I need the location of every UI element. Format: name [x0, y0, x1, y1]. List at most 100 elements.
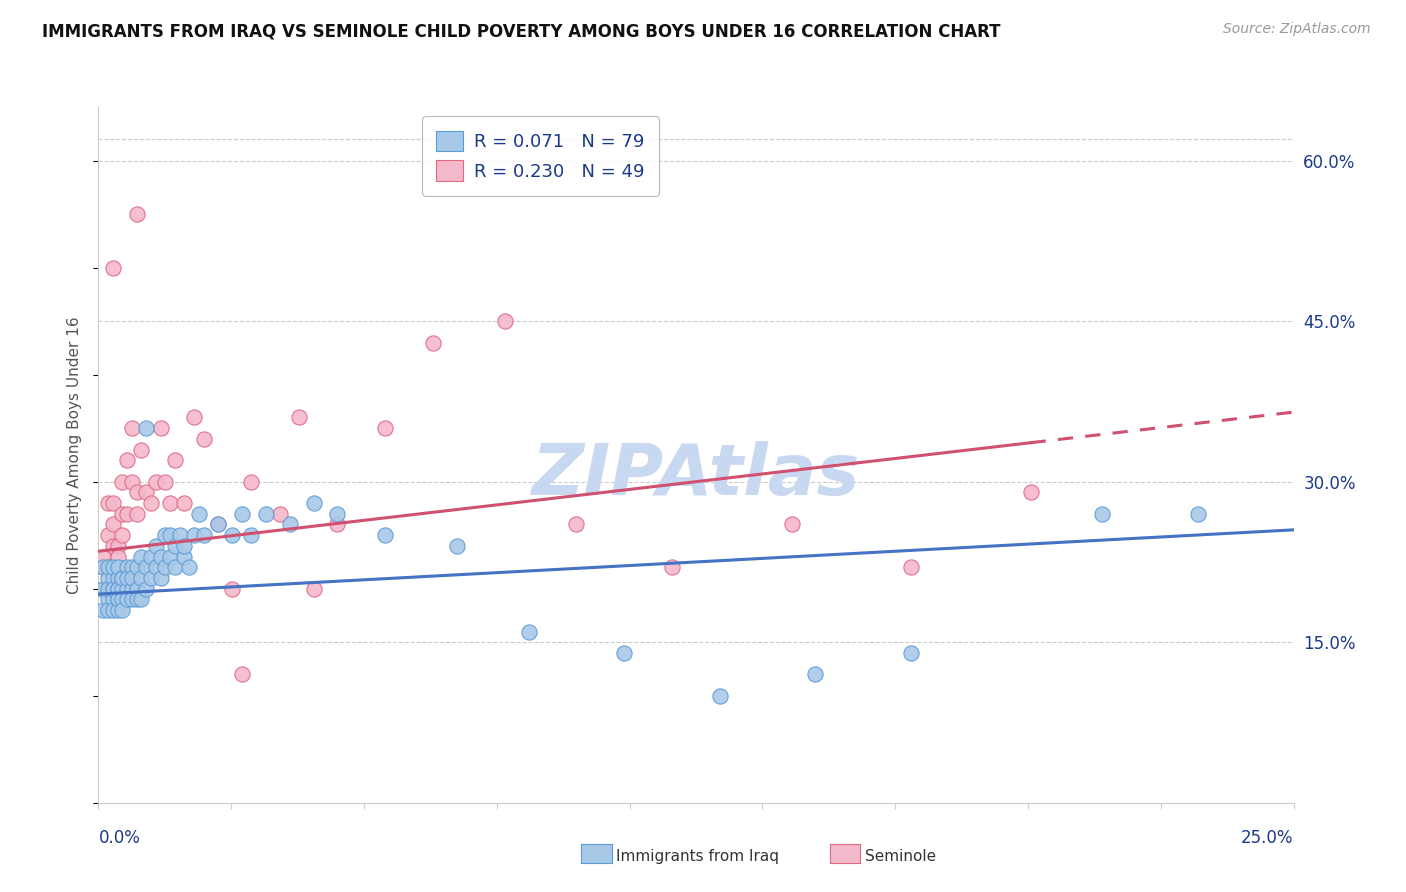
- Point: [91, 603, 114, 617]
- Point: [107, 582, 129, 596]
- Point: [173, 496, 195, 510]
- Point: [155, 560, 177, 574]
- Point: [111, 582, 134, 596]
- Point: [374, 421, 396, 435]
- Point: [155, 475, 177, 489]
- Point: [101, 571, 124, 585]
- Point: [111, 592, 134, 607]
- Point: [111, 507, 134, 521]
- Point: [121, 475, 143, 489]
- Point: [254, 507, 277, 521]
- Point: [101, 539, 124, 553]
- Point: [135, 485, 157, 500]
- Point: [111, 528, 134, 542]
- Point: [173, 549, 195, 564]
- Point: [91, 582, 114, 596]
- Point: [101, 592, 124, 607]
- Point: [121, 560, 143, 574]
- Point: [115, 571, 138, 585]
- Point: [163, 560, 186, 574]
- Point: [125, 592, 148, 607]
- Point: [1187, 507, 1209, 521]
- Point: [565, 517, 588, 532]
- Text: Immigrants from Iraq: Immigrants from Iraq: [616, 849, 779, 863]
- Point: [121, 582, 143, 596]
- Point: [422, 335, 444, 350]
- Point: [145, 560, 167, 574]
- Point: [661, 560, 683, 574]
- Point: [107, 603, 129, 617]
- Point: [107, 582, 129, 596]
- Point: [159, 496, 181, 510]
- Point: [131, 442, 153, 457]
- Point: [135, 560, 157, 574]
- Point: [101, 560, 124, 574]
- Point: [97, 592, 120, 607]
- Point: [139, 549, 162, 564]
- Text: 25.0%: 25.0%: [1241, 829, 1294, 847]
- Point: [91, 582, 114, 596]
- Legend: R = 0.071   N = 79, R = 0.230   N = 49: R = 0.071 N = 79, R = 0.230 N = 49: [422, 116, 659, 195]
- Point: [115, 560, 138, 574]
- Point: [193, 432, 215, 446]
- Point: [91, 560, 114, 574]
- Point: [269, 507, 291, 521]
- Point: [163, 539, 186, 553]
- Text: Source: ZipAtlas.com: Source: ZipAtlas.com: [1223, 22, 1371, 37]
- Point: [159, 528, 181, 542]
- Point: [107, 549, 129, 564]
- Point: [302, 496, 325, 510]
- Point: [125, 582, 148, 596]
- Point: [115, 453, 138, 467]
- Point: [517, 624, 540, 639]
- Point: [115, 582, 138, 596]
- Point: [107, 592, 129, 607]
- Point: [169, 528, 191, 542]
- Text: 0.0%: 0.0%: [98, 829, 141, 847]
- Point: [326, 517, 349, 532]
- Point: [183, 528, 205, 542]
- Point: [613, 646, 636, 660]
- Point: [804, 667, 827, 681]
- Point: [91, 560, 114, 574]
- Point: [97, 528, 120, 542]
- Point: [231, 507, 253, 521]
- Point: [149, 421, 172, 435]
- Point: [183, 410, 205, 425]
- Point: [179, 560, 201, 574]
- Point: [97, 582, 120, 596]
- Point: [101, 496, 124, 510]
- Point: [709, 689, 731, 703]
- Point: [111, 571, 134, 585]
- Point: [111, 603, 134, 617]
- Point: [121, 421, 143, 435]
- Point: [125, 207, 148, 221]
- Point: [111, 571, 134, 585]
- Point: [121, 592, 143, 607]
- Point: [163, 453, 186, 467]
- Point: [139, 496, 162, 510]
- Point: [107, 560, 129, 574]
- Point: [149, 549, 172, 564]
- Point: [193, 528, 215, 542]
- Y-axis label: Child Poverty Among Boys Under 16: Child Poverty Among Boys Under 16: [67, 316, 83, 594]
- Point: [900, 560, 922, 574]
- Point: [1019, 485, 1042, 500]
- Point: [278, 517, 301, 532]
- Point: [91, 549, 114, 564]
- Point: [135, 582, 157, 596]
- Point: [221, 528, 243, 542]
- Point: [121, 571, 143, 585]
- Point: [1091, 507, 1114, 521]
- Point: [173, 539, 195, 553]
- Point: [155, 528, 177, 542]
- Point: [97, 571, 120, 585]
- Point: [207, 517, 229, 532]
- Point: [97, 496, 120, 510]
- Point: [131, 549, 153, 564]
- Point: [240, 528, 263, 542]
- Point: [302, 582, 325, 596]
- Point: [159, 549, 181, 564]
- Point: [780, 517, 803, 532]
- Text: IMMIGRANTS FROM IRAQ VS SEMINOLE CHILD POVERTY AMONG BOYS UNDER 16 CORRELATION C: IMMIGRANTS FROM IRAQ VS SEMINOLE CHILD P…: [42, 22, 1001, 40]
